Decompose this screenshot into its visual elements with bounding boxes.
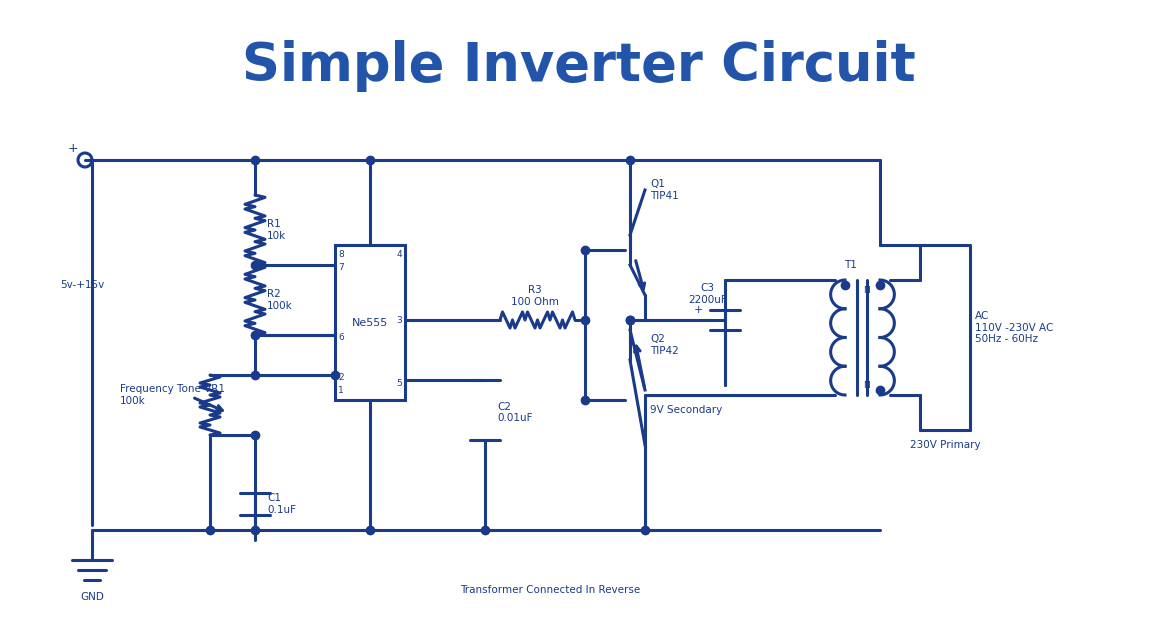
Text: R1
10k: R1 10k xyxy=(267,219,286,241)
Text: AC
110V -230V AC
50Hz - 60Hz: AC 110V -230V AC 50Hz - 60Hz xyxy=(975,311,1054,344)
Text: 7: 7 xyxy=(338,262,344,272)
Text: Transformer Connected In Reverse: Transformer Connected In Reverse xyxy=(460,585,640,595)
Text: C3
2200uF: C3 2200uF xyxy=(688,283,727,305)
Text: 1: 1 xyxy=(338,386,344,395)
Text: 5v-+15v: 5v-+15v xyxy=(60,280,104,290)
Text: 4: 4 xyxy=(396,250,402,259)
Text: Q1
TIP41: Q1 TIP41 xyxy=(650,179,679,201)
Text: 230V Primary: 230V Primary xyxy=(910,440,981,450)
Text: C2
0.01uF: C2 0.01uF xyxy=(497,402,533,424)
FancyBboxPatch shape xyxy=(335,245,405,400)
Text: C1
0.1uF: C1 0.1uF xyxy=(267,493,296,515)
Text: +: + xyxy=(67,142,79,154)
Text: 6: 6 xyxy=(338,333,344,342)
Text: Simple Inverter Circuit: Simple Inverter Circuit xyxy=(242,40,916,92)
Text: +: + xyxy=(694,305,703,315)
Text: GND: GND xyxy=(80,592,104,602)
Text: Frequency Tone VR1
100k: Frequency Tone VR1 100k xyxy=(120,384,225,406)
Text: N: N xyxy=(863,380,870,389)
Text: Q2
TIP42: Q2 TIP42 xyxy=(650,334,679,356)
Text: 5: 5 xyxy=(396,378,402,387)
Text: N: N xyxy=(863,286,870,295)
Text: R3
100 Ohm: R3 100 Ohm xyxy=(511,285,559,307)
Text: R2
100k: R2 100k xyxy=(267,289,293,311)
Text: T1: T1 xyxy=(843,260,857,270)
Text: 2: 2 xyxy=(338,373,344,382)
Text: Ne555: Ne555 xyxy=(352,318,388,328)
Text: 3: 3 xyxy=(396,316,402,324)
Text: 9V Secondary: 9V Secondary xyxy=(650,405,723,415)
Text: 8: 8 xyxy=(338,250,344,259)
